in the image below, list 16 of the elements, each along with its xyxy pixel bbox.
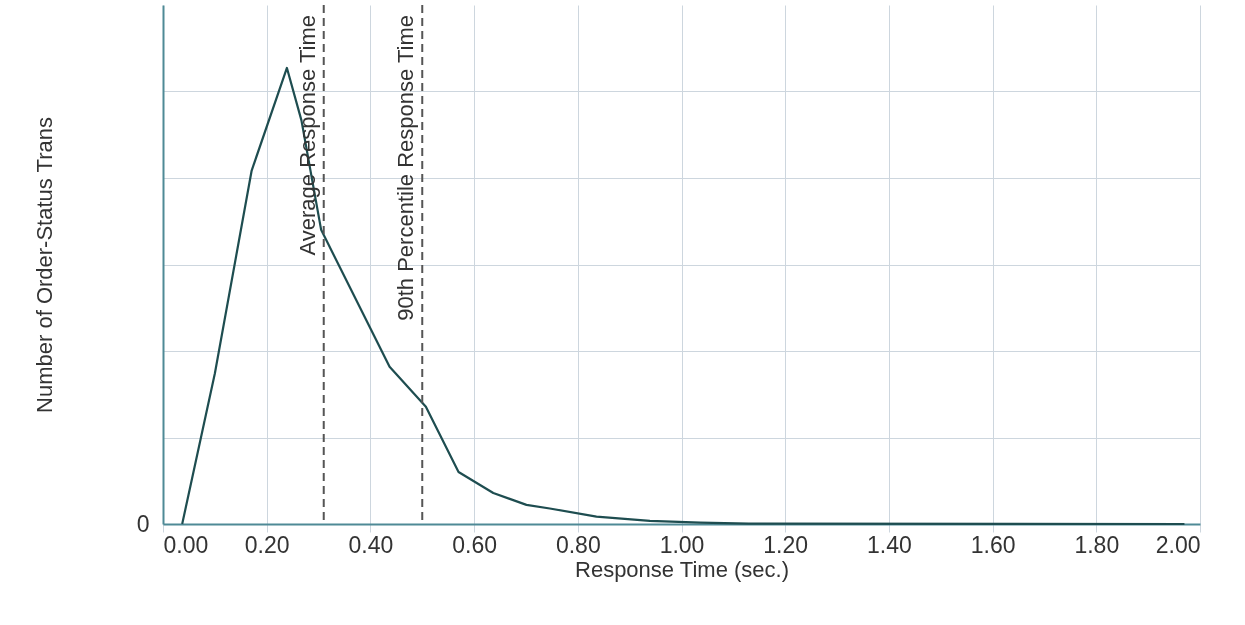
x-tick-label: 2.00 xyxy=(1155,531,1201,558)
x-axis-title: Response Time (sec.) xyxy=(575,556,789,582)
x-tick-label: 1.60 xyxy=(970,531,1016,558)
x-tick-label: 0.00 xyxy=(163,531,209,558)
x-tick-label: 0.20 xyxy=(244,531,290,558)
text: 0 xyxy=(136,510,150,537)
y-axis-title: Number of Order-Status Trans xyxy=(31,117,57,413)
ref-line-label: Average Response Time xyxy=(294,15,320,256)
x-tick-label: 0.40 xyxy=(348,531,394,558)
x-tick-label: 0.80 xyxy=(555,531,601,558)
x-tick-label: 0.60 xyxy=(452,531,497,558)
ref-line-label: 90th Percentile Response Time xyxy=(393,15,419,321)
x-tick-label: 1.40 xyxy=(867,531,912,558)
x-tick-label: 1.00 xyxy=(659,531,705,558)
x-tick-label: 1.20 xyxy=(763,531,809,558)
x-tick-label: 1.80 xyxy=(1074,531,1120,558)
